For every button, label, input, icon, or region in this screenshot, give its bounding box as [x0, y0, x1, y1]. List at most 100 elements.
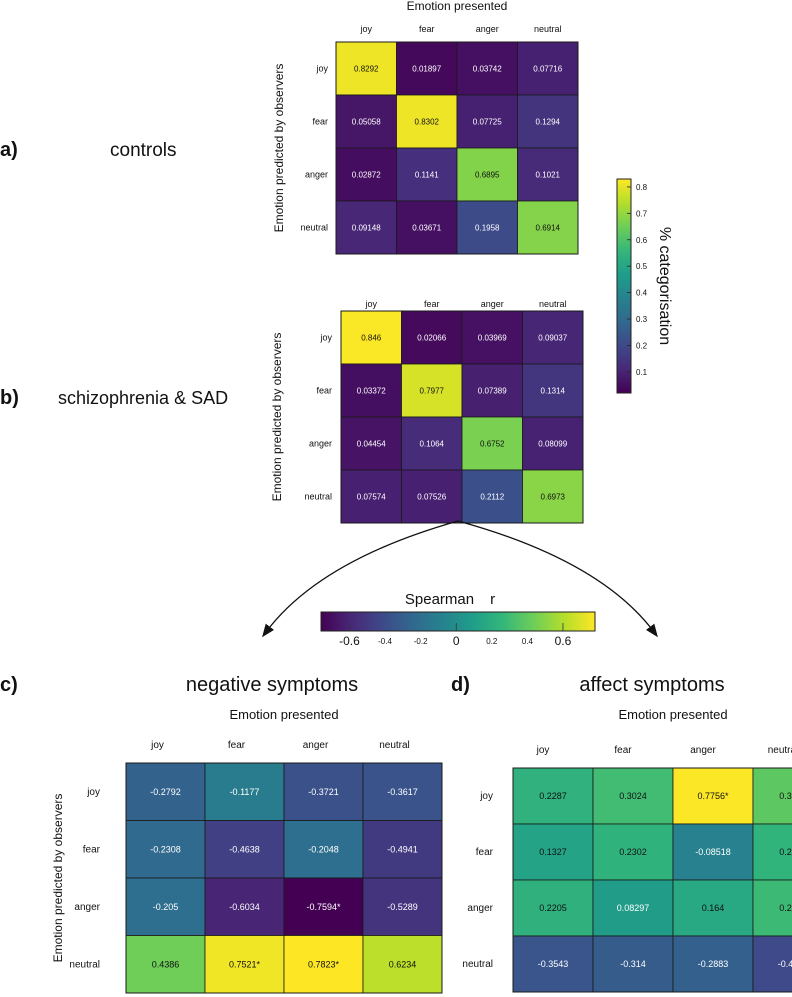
cell-value: 0.03969: [478, 333, 507, 342]
row-label: anger: [74, 902, 100, 913]
column-label: neutral: [534, 24, 562, 34]
panel-b-group: schizophrenia & SAD: [58, 388, 228, 408]
cell-value: 0.1141: [415, 170, 439, 179]
heatmap-cell: [340, 469, 402, 524]
heatmap-border: [335, 41, 579, 255]
heatmap-cell: [401, 416, 463, 471]
heatmap-cell: [204, 820, 285, 879]
heatmap-cell: [522, 469, 584, 524]
heatmap-cell: [396, 41, 458, 96]
row-label: neutral: [300, 223, 328, 233]
heatmap-cell: [283, 762, 364, 821]
heatmap-cell: [461, 416, 523, 471]
heatmap-cell: [752, 879, 792, 937]
heatmap-xaxis-title: Emotion presented: [407, 0, 508, 13]
colorbar-horizontal-label: Spearman r: [405, 591, 495, 608]
colorbar-tick-label: 0.3: [636, 315, 648, 324]
cell-value: 0.3024: [619, 791, 647, 801]
cell-value: -0.08518: [695, 847, 731, 857]
cell-value: 0.07389: [478, 386, 507, 395]
heatmap-cell: [283, 877, 364, 936]
cell-value: 0.7756*: [697, 791, 729, 801]
heatmap-schizophrenia: 0.846 0.02066 0.03969 0.09037 0.03372 0.7977 0…: [270, 299, 584, 524]
heatmap-xaxis-title: Emotion presented: [229, 707, 338, 722]
cell-value: 0.1021: [536, 170, 561, 179]
cell-value: -0.4638: [229, 844, 260, 854]
column-label: joy: [536, 745, 550, 756]
cell-value: -0.2883: [698, 959, 729, 969]
cell-value: 0.03372: [357, 386, 386, 395]
cell-value: 0.4386: [152, 959, 180, 969]
cell-value: 0.02066: [417, 333, 446, 342]
panel-a-label: a): [0, 139, 18, 161]
cell-value: 0.03742: [473, 64, 502, 73]
cell-value: 0.2205: [539, 903, 567, 913]
row-label: anger: [309, 439, 332, 449]
heatmap-border: [512, 767, 792, 993]
colorbar-tick-label: 0.4: [636, 289, 648, 298]
heatmap-cell: [517, 94, 579, 149]
colorbar-tick-label: -0.6: [339, 634, 360, 648]
cell-value: 0.04454: [357, 439, 386, 448]
heatmap-cell: [672, 823, 754, 881]
colorbar-tick-label: 0: [453, 634, 460, 648]
cell-value: -0.314: [620, 959, 646, 969]
row-label: neutral: [462, 959, 493, 970]
cell-value: -0.6034: [229, 902, 260, 912]
column-label: fear: [614, 745, 632, 756]
heatmap-cell: [283, 935, 364, 994]
cell-value: 0.07725: [473, 117, 502, 126]
cell-value: 0.1327: [539, 847, 567, 857]
colorbar-percent-categorisation: % categorisation 0.1 0.2 0.3 0.4 0.5 0.6 0.7 0.…: [616, 178, 673, 394]
cell-value: -0.5289: [387, 902, 418, 912]
cell-value: 0.1958: [475, 223, 500, 232]
colorbar-tick-label: 0.8: [636, 183, 648, 192]
cell-value: 0.7823*: [308, 959, 340, 969]
cell-value: 0.2287: [539, 791, 567, 801]
panel-d-label: d): [451, 674, 470, 696]
cell-value: 0.2372: [779, 847, 792, 857]
colorbar-tick-label: 0.1: [636, 368, 648, 377]
cell-value: 0.09148: [352, 223, 381, 232]
heatmap-cell: [396, 200, 458, 255]
cell-value: -0.2048: [308, 844, 339, 854]
row-label: neutral: [304, 492, 332, 502]
column-label: fear: [424, 299, 440, 309]
panel-c-label: c): [0, 674, 18, 696]
cell-value: 0.05058: [352, 117, 381, 126]
heatmap-cell: [335, 41, 397, 96]
cell-value: -0.4941: [387, 844, 418, 854]
colorbar-tick-label: 0.6: [555, 634, 572, 648]
colorbar-tick-label: 0.4: [522, 637, 534, 646]
column-label: fear: [228, 740, 246, 751]
column-label: anger: [476, 24, 499, 34]
heatmap-border: [340, 310, 584, 524]
cell-value: -0.4128: [778, 959, 792, 969]
cell-value: 0.6973: [541, 492, 566, 501]
cell-value: 0.6752: [480, 439, 505, 448]
cell-value: -0.1177: [230, 787, 260, 797]
column-label: fear: [419, 24, 435, 34]
heatmap-yaxis-title: Emotion predicted by observers: [51, 794, 65, 963]
cell-value: 0.2302: [619, 847, 647, 857]
heatmap-cell: [592, 935, 674, 993]
heatmap-cell: [401, 469, 463, 524]
column-label: joy: [364, 299, 377, 309]
colorbar-tick-label: -0.4: [378, 637, 392, 646]
row-label: joy: [315, 64, 328, 74]
cell-value: -0.2792: [150, 787, 181, 797]
cell-value: 0.1064: [420, 439, 445, 448]
heatmap-cell: [362, 935, 443, 994]
colorbar-spearman-r: Spearman r -0.6 0 0.6 -0.4 -0.2 0.2 0.4: [320, 591, 596, 648]
cell-value: -0.7594*: [306, 902, 341, 912]
heatmap-cell: [592, 823, 674, 881]
heatmap-cell: [512, 935, 594, 993]
panel-b-label: b): [0, 387, 19, 409]
colorbar-tick-label: 0.2: [486, 637, 498, 646]
cell-value: -0.205: [153, 902, 179, 912]
colorbar-tick-label: 0.5: [636, 262, 648, 271]
heatmap-cell: [125, 762, 206, 821]
arrow-to-affect-symptoms: [457, 520, 658, 638]
cell-value: 0.08297: [617, 903, 650, 913]
